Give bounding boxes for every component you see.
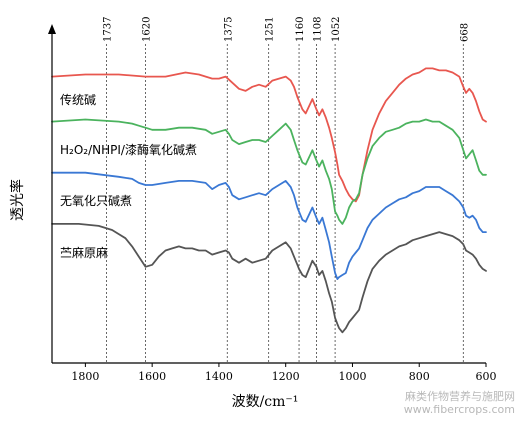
reference-label-1375: 1375 bbox=[223, 17, 234, 42]
series-line-2 bbox=[51, 118, 487, 225]
series-label-1: 传统碱 bbox=[60, 92, 96, 107]
axes bbox=[48, 24, 486, 364]
x-tick-label-800: 800 bbox=[409, 370, 430, 383]
reference-labels: 1737 1620 1375 1251 1160 1108 1052 668 bbox=[102, 17, 470, 42]
x-tick-label-600: 600 bbox=[476, 370, 497, 383]
y-axis-title: 透光率 bbox=[9, 179, 26, 221]
x-tick-label-1600: 1600 bbox=[138, 370, 166, 383]
reference-label-1160: 1160 bbox=[295, 17, 306, 42]
reference-label-1620: 1620 bbox=[141, 17, 152, 42]
x-tick-label-1000: 1000 bbox=[338, 370, 366, 383]
series-line-4 bbox=[51, 223, 487, 334]
x-axis-title: 波数/cm⁻¹ bbox=[232, 394, 299, 410]
reference-label-1108: 1108 bbox=[312, 17, 323, 42]
x-tick-label-1400: 1400 bbox=[205, 370, 233, 383]
reference-label-668: 668 bbox=[459, 23, 470, 42]
reference-lines bbox=[106, 44, 464, 363]
reference-label-1737: 1737 bbox=[102, 17, 113, 42]
series-line-1 bbox=[51, 67, 487, 203]
series-group bbox=[51, 67, 487, 334]
reference-label-1052: 1052 bbox=[331, 17, 342, 42]
x-tick-label-1800: 1800 bbox=[71, 370, 99, 383]
series-line-3 bbox=[51, 171, 487, 280]
watermark-line-1: 麻类作物营养与施肥网 bbox=[405, 390, 515, 403]
series-label-4: 苎麻原麻 bbox=[60, 245, 108, 260]
y-axis-arrow bbox=[48, 24, 56, 34]
watermark: 麻类作物营养与施肥网 www.fibercrops.com bbox=[404, 390, 515, 416]
reference-label-1251: 1251 bbox=[265, 17, 276, 42]
x-ticks: 1800 1600 1400 1200 1000 800 600 bbox=[71, 363, 497, 383]
series-label-2: H₂O₂/NHPI/漆酶氧化碱煮 bbox=[60, 142, 197, 157]
series-label-3: 无氧化只碱煮 bbox=[60, 194, 132, 208]
x-tick-label-1200: 1200 bbox=[272, 370, 300, 383]
watermark-line-2: www.fibercrops.com bbox=[403, 403, 515, 416]
